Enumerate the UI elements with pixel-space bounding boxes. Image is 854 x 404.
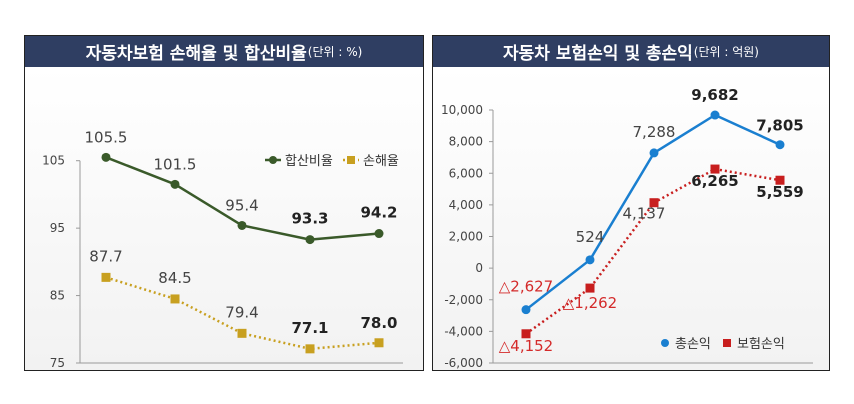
profit-data-label: 524: [576, 228, 605, 246]
profit-y-tick-label: 6,000: [449, 166, 483, 180]
loss-ratio-point: [101, 272, 111, 282]
profit-point: [585, 255, 595, 265]
profit-data-label: △4,152: [499, 337, 553, 355]
loss-ratio-title-bar: 자동차보험 손해율 및 합산비율 (단위 : %): [25, 36, 423, 67]
profit-title: 자동차 보험손익 및 총손익: [503, 44, 693, 64]
loss-ratio-y-tick-label: 85: [50, 289, 65, 303]
profit-data-label: 4,137: [623, 205, 666, 223]
profit-point: [585, 283, 595, 293]
profit-point: [710, 110, 720, 120]
profit-point: [775, 175, 785, 185]
loss-ratio-legend-marker: [347, 156, 355, 164]
loss-ratio-point: [170, 179, 180, 189]
loss-ratio-data-label: 94.2: [360, 204, 397, 222]
profit-chart: -6,000 -4,000 -2,000 0 2,000 4,000 6,000 8,000 1…: [441, 86, 813, 370]
loss-ratio-title: 자동차보험 손해율 및 합산비율: [85, 44, 307, 64]
loss-ratio-data-label: 105.5: [85, 128, 128, 146]
loss-ratio-series-line-1: [105, 276, 380, 351]
profit-data-label: △1,262: [563, 294, 617, 312]
profit-y-tick-label: 0: [475, 261, 483, 275]
profit-title-bar: 자동차 보험손익 및 총손익 (단위 : 억원): [433, 36, 829, 67]
loss-ratio-y-tick-label: 105: [42, 154, 65, 168]
loss-ratio-chart: 75859510519.上20.上21.上22.上23.上105.5101.59…: [42, 128, 403, 370]
loss-ratio-point: [305, 344, 315, 354]
profit-y-tick-label: -2,000: [444, 293, 483, 307]
loss-ratio-point: [374, 338, 384, 348]
profit-unit: (단위 : 억원): [693, 45, 759, 59]
loss-ratio-data-label: 95.4: [225, 196, 258, 214]
profit-data-label: △2,627: [499, 278, 553, 296]
profit-data-label: 5,559: [756, 183, 803, 201]
loss-ratio-panel: 자동차보험 손해율 및 합산비율(단위 : %) 75859510519.上20…: [24, 35, 424, 371]
loss-ratio-point: [237, 220, 247, 230]
loss-ratio-point: [237, 328, 247, 338]
loss-ratio-legend-label: 합산비율: [285, 154, 333, 169]
profit-data-label: 7,805: [756, 117, 803, 135]
loss-ratio-data-label: 78.0: [360, 314, 397, 332]
profit-panel: 자동차 보험손익 및 총손익 (단위 : 억원) -6,000 -4,000 -2,0…: [432, 35, 830, 371]
loss-ratio-point: [305, 235, 315, 245]
profit-y-tick-label: 2,000: [449, 230, 483, 244]
loss-ratio-data-label: 84.5: [158, 269, 191, 287]
loss-ratio-data-label: 79.4: [225, 303, 258, 321]
profit-chart-area: -6,000 -4,000 -2,000 0 2,000 4,000 6,000 8,000 1…: [433, 67, 829, 370]
profit-legend-label: 총손익: [675, 337, 711, 352]
profit-data-label: 6,265: [691, 172, 738, 190]
loss-ratio-legend-marker: [269, 156, 277, 164]
loss-ratio-y-tick-label: 95: [50, 221, 65, 235]
profit-legend-marker: [661, 339, 669, 347]
loss-ratio-chart-area: 75859510519.上20.上21.上22.上23.上105.5101.59…: [25, 67, 423, 370]
loss-ratio-point: [170, 294, 180, 304]
loss-ratio-point: [101, 152, 111, 162]
loss-ratio-data-label: 77.1: [291, 319, 328, 337]
profit-point: [710, 164, 720, 174]
profit-legend-marker: [723, 339, 731, 347]
profit-data-label: 7,288: [633, 123, 676, 141]
loss-ratio-unit: (단위 : %): [307, 45, 363, 59]
loss-ratio-data-label: 101.5: [154, 155, 197, 173]
profit-point: [775, 140, 785, 150]
profit-y-tick-label: -6,000: [444, 356, 483, 370]
profit-point: [521, 329, 531, 339]
profit-y-tick-label: 4,000: [449, 198, 483, 212]
profit-legend-label: 보험손익: [737, 337, 785, 352]
loss-ratio-legend-label: 손해율: [363, 154, 399, 169]
loss-ratio-data-label: 87.7: [89, 247, 122, 265]
profit-point: [649, 148, 659, 158]
profit-data-label: 9,682: [691, 86, 738, 104]
loss-ratio-data-label: 93.3: [291, 210, 328, 228]
profit-point: [521, 305, 531, 315]
profit-y-tick-label: 10,000: [441, 103, 483, 117]
loss-ratio-point: [374, 229, 384, 239]
profit-y-tick-label: -4,000: [444, 324, 483, 338]
profit-point: [649, 198, 659, 208]
profit-y-tick-label: 8,000: [449, 135, 483, 149]
loss-ratio-y-tick-label: 75: [50, 356, 65, 370]
